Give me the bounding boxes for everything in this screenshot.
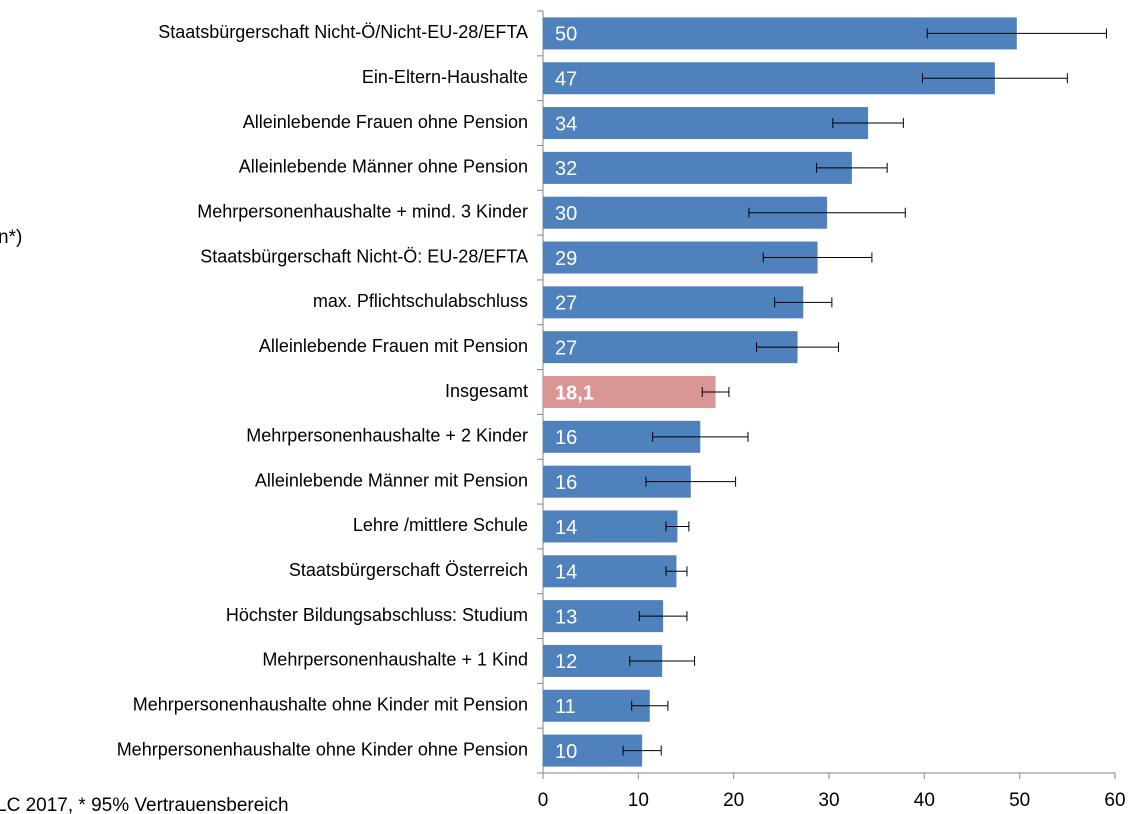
source-note: LC 2017, * 95% Vertrauensbereich bbox=[0, 795, 289, 814]
value-label: 47 bbox=[555, 69, 577, 91]
category-label: max. Pflichtschulabschluss bbox=[313, 291, 528, 311]
x-tick-label: 0 bbox=[538, 790, 549, 811]
value-label: 18,1 bbox=[555, 382, 594, 404]
category-label: Staatsbürgerschaft Nicht-Ö: EU-28/EFTA bbox=[200, 246, 528, 266]
category-label: Alleinlebende Frauen ohne Pension bbox=[243, 112, 528, 132]
value-label: 13 bbox=[555, 606, 577, 628]
value-label: 34 bbox=[555, 113, 577, 135]
category-label: Mehrpersonenhaushalte ohne Kinder mit Pe… bbox=[133, 695, 528, 715]
category-label: Insgesamt bbox=[445, 381, 528, 401]
x-tick-label: 40 bbox=[914, 790, 935, 811]
x-tick-label: 50 bbox=[1009, 790, 1030, 811]
x-tick-label: 60 bbox=[1104, 790, 1125, 811]
category-label: Staatsbürgerschaft Österreich bbox=[289, 560, 528, 580]
bar bbox=[543, 331, 798, 364]
bar bbox=[543, 151, 852, 184]
value-label: 16 bbox=[555, 427, 577, 449]
bar bbox=[543, 376, 716, 408]
x-tick-label: 20 bbox=[723, 790, 744, 811]
bar bbox=[543, 555, 677, 588]
x-tick-label: 10 bbox=[628, 790, 649, 811]
value-label: 27 bbox=[555, 337, 577, 359]
category-label: Mehrpersonenhaushalte + 2 Kinder bbox=[246, 426, 528, 446]
bar bbox=[543, 107, 869, 140]
bar bbox=[543, 286, 804, 319]
category-label: Ein-Eltern-Haushalte bbox=[362, 67, 528, 87]
value-label: 14 bbox=[555, 562, 577, 584]
value-label: 10 bbox=[555, 741, 577, 763]
category-label: Mehrpersonenhaushalte + mind. 3 Kinder bbox=[197, 201, 528, 221]
value-label: 29 bbox=[555, 248, 577, 270]
value-label: 14 bbox=[555, 517, 577, 539]
value-label: 12 bbox=[555, 651, 577, 673]
category-label: Mehrpersonenhaushalte ohne Kinder ohne P… bbox=[117, 739, 528, 759]
value-label: 30 bbox=[555, 203, 577, 225]
bar bbox=[543, 62, 995, 95]
category-label: Alleinlebende Männer ohne Pension bbox=[239, 157, 528, 177]
value-label: 32 bbox=[555, 158, 577, 180]
category-label: Alleinlebende Männer mit Pension bbox=[255, 470, 528, 490]
category-label: Mehrpersonenhaushalte + 1 Kind bbox=[262, 650, 528, 670]
category-label: Höchster Bildungsabschluss: Studium bbox=[226, 605, 528, 625]
value-label: 50 bbox=[555, 24, 577, 46]
value-label: 16 bbox=[555, 472, 577, 494]
x-tick-label: 30 bbox=[818, 790, 839, 811]
category-label: Staatsbürgerschaft Nicht-Ö/Nicht-EU-28/E… bbox=[158, 22, 528, 42]
bar bbox=[543, 510, 678, 543]
annotation: n*) bbox=[0, 227, 22, 248]
category-label: Lehre /mittlere Schule bbox=[353, 515, 528, 535]
value-label: 27 bbox=[555, 293, 577, 315]
value-label: 11 bbox=[555, 696, 576, 718]
category-label: Alleinlebende Frauen mit Pension bbox=[259, 336, 528, 356]
